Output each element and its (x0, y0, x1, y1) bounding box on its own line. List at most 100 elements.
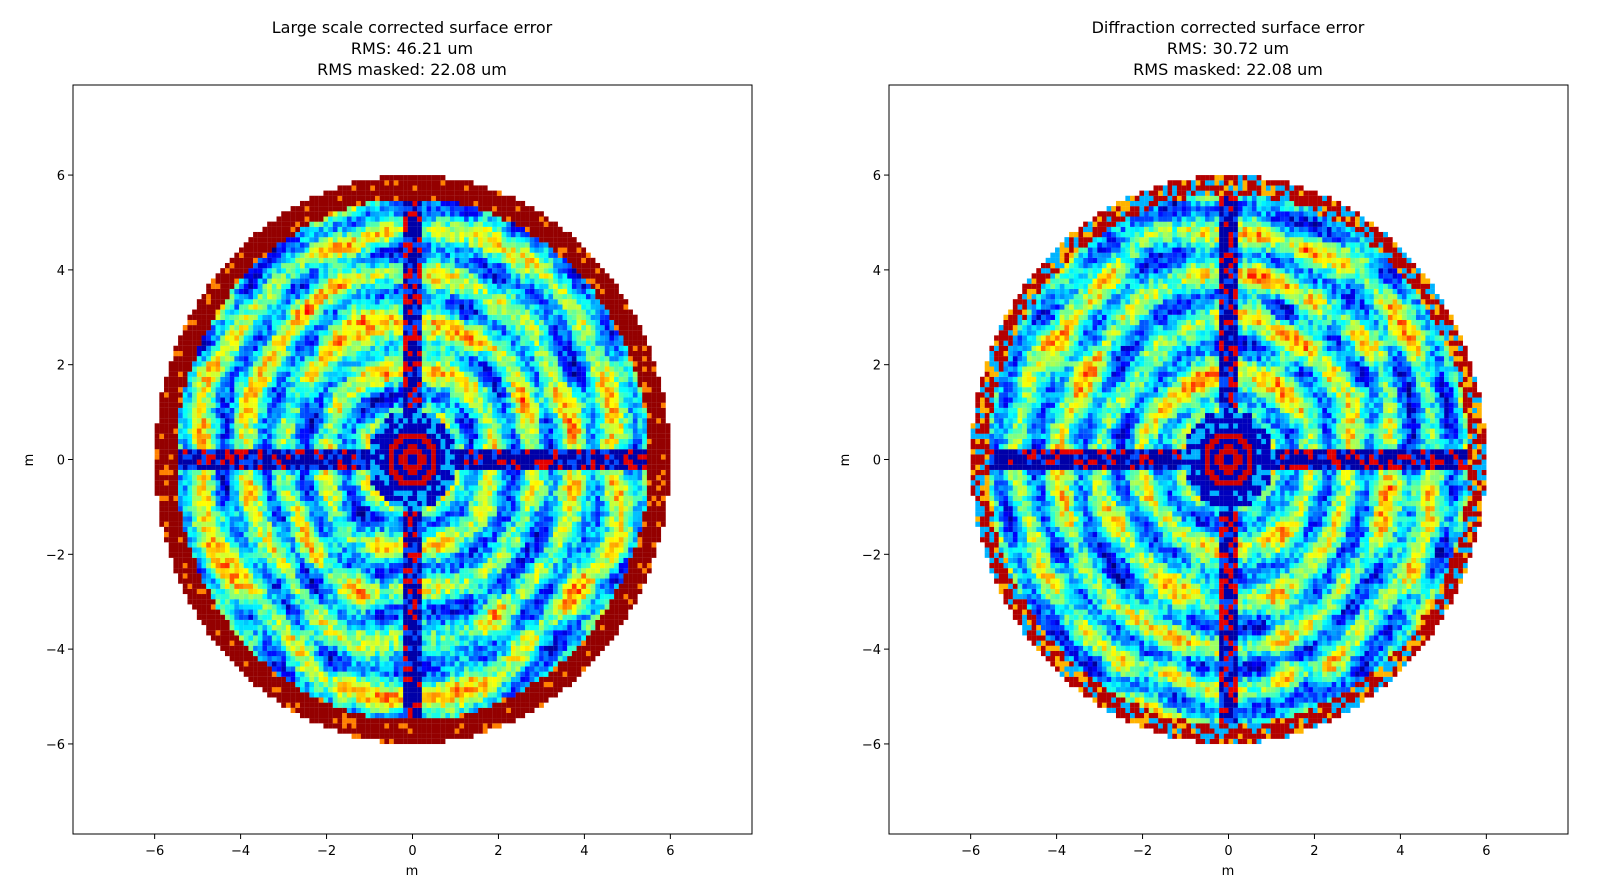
heatmap-cell (365, 376, 371, 383)
heatmap-cell (384, 268, 390, 274)
heatmap-cell (295, 330, 301, 336)
heatmap-cell (421, 702, 427, 708)
heatmap-cell (257, 262, 263, 269)
heatmap-cell (398, 361, 404, 367)
heatmap-cell (257, 630, 263, 636)
heatmap-cell (403, 381, 408, 388)
heatmap-cell (379, 180, 385, 186)
heatmap-cell (248, 624, 254, 631)
heatmap-cell (318, 268, 324, 274)
heatmap-cell (299, 273, 305, 279)
heatmap-cell (389, 485, 394, 491)
heatmap-cell (356, 226, 362, 233)
heatmap-cell (346, 433, 352, 439)
heatmap-cell (360, 568, 366, 574)
heatmap-cell (220, 428, 226, 434)
heatmap-cell (271, 288, 277, 295)
heatmap-cell (393, 718, 399, 724)
heatmap-cell (384, 656, 390, 662)
heatmap-cell (389, 392, 394, 398)
heatmap-cell (323, 506, 329, 512)
heatmap-cell (342, 619, 347, 626)
heatmap-cell (309, 676, 315, 682)
heatmap-cell (229, 537, 235, 543)
heatmap-cell (360, 330, 366, 336)
heatmap-cell (173, 475, 179, 481)
panel-1-title-line-3: RMS masked: 22.08 um (317, 60, 507, 79)
heatmap-cell (370, 723, 376, 729)
heatmap-cell (332, 573, 338, 579)
heatmap-cell (314, 645, 319, 651)
heatmap-cell (398, 506, 404, 512)
heatmap-cell (173, 469, 179, 476)
heatmap-cell (346, 325, 352, 331)
heatmap-cell (210, 619, 216, 626)
heatmap-cell (234, 645, 240, 651)
heatmap-cell (314, 480, 319, 486)
heatmap-cell (220, 547, 226, 553)
heatmap-cell (299, 221, 305, 227)
heatmap-cell (253, 247, 258, 253)
heatmap-cell (281, 599, 287, 605)
heatmap-cell (159, 392, 165, 398)
heatmap-cell (328, 480, 333, 486)
heatmap-cell (398, 221, 404, 227)
heatmap-cell (295, 278, 301, 284)
heatmap-cell (370, 645, 376, 651)
heatmap-cell (389, 511, 394, 517)
heatmap-cell (346, 294, 352, 300)
heatmap-cell (224, 650, 230, 657)
heatmap-cell (379, 464, 385, 470)
heatmap-cell (192, 454, 197, 460)
heatmap-cell (337, 583, 343, 589)
heatmap-cell (309, 314, 315, 320)
heatmap-cell (417, 356, 422, 362)
heatmap-cell (384, 443, 390, 450)
heatmap-cell (346, 490, 352, 496)
heatmap-cell (328, 531, 333, 538)
heatmap-cell (253, 557, 258, 564)
heatmap-cell (243, 299, 249, 305)
heatmap-cell (318, 433, 324, 439)
heatmap-cell (309, 599, 315, 605)
heatmap-cell (243, 557, 249, 564)
heatmap-cell (398, 180, 404, 186)
heatmap-cell (309, 211, 315, 217)
heatmap-cell (299, 687, 305, 693)
heatmap-cell (248, 252, 254, 258)
heatmap-cell (314, 423, 319, 429)
heatmap-cell (417, 175, 422, 181)
heatmap-cell (323, 361, 329, 367)
heatmap-cell (314, 361, 319, 367)
heatmap-cell (262, 661, 268, 667)
heatmap-cell (412, 645, 418, 651)
heatmap-cell (346, 464, 352, 470)
heatmap-cell (374, 521, 380, 527)
heatmap-cell (389, 557, 394, 564)
heatmap-cell (351, 438, 357, 445)
heatmap-cell (379, 697, 385, 703)
heatmap-cell (206, 443, 212, 450)
heatmap-cell (257, 676, 263, 682)
heatmap-cell (295, 614, 301, 620)
heatmap-cell (393, 216, 399, 222)
heatmap-cell (328, 506, 333, 512)
heatmap-cell (403, 635, 408, 641)
heatmap-cell (318, 480, 324, 486)
heatmap-cell (323, 257, 329, 264)
heatmap-cell (239, 557, 244, 564)
heatmap-cell (285, 371, 291, 377)
heatmap-cell (389, 387, 394, 393)
heatmap-cell (220, 376, 226, 383)
heatmap-cell (201, 568, 207, 574)
heatmap-cell (295, 568, 301, 574)
heatmap-cell (295, 412, 301, 419)
heatmap-cell (210, 583, 216, 589)
heatmap-cell (220, 480, 226, 486)
heatmap-cell (346, 231, 352, 238)
heatmap-cell (360, 252, 366, 258)
heatmap-cell (285, 454, 291, 460)
heatmap-cell (412, 733, 418, 739)
heatmap-cell (332, 438, 338, 445)
heatmap-cell (407, 469, 413, 476)
